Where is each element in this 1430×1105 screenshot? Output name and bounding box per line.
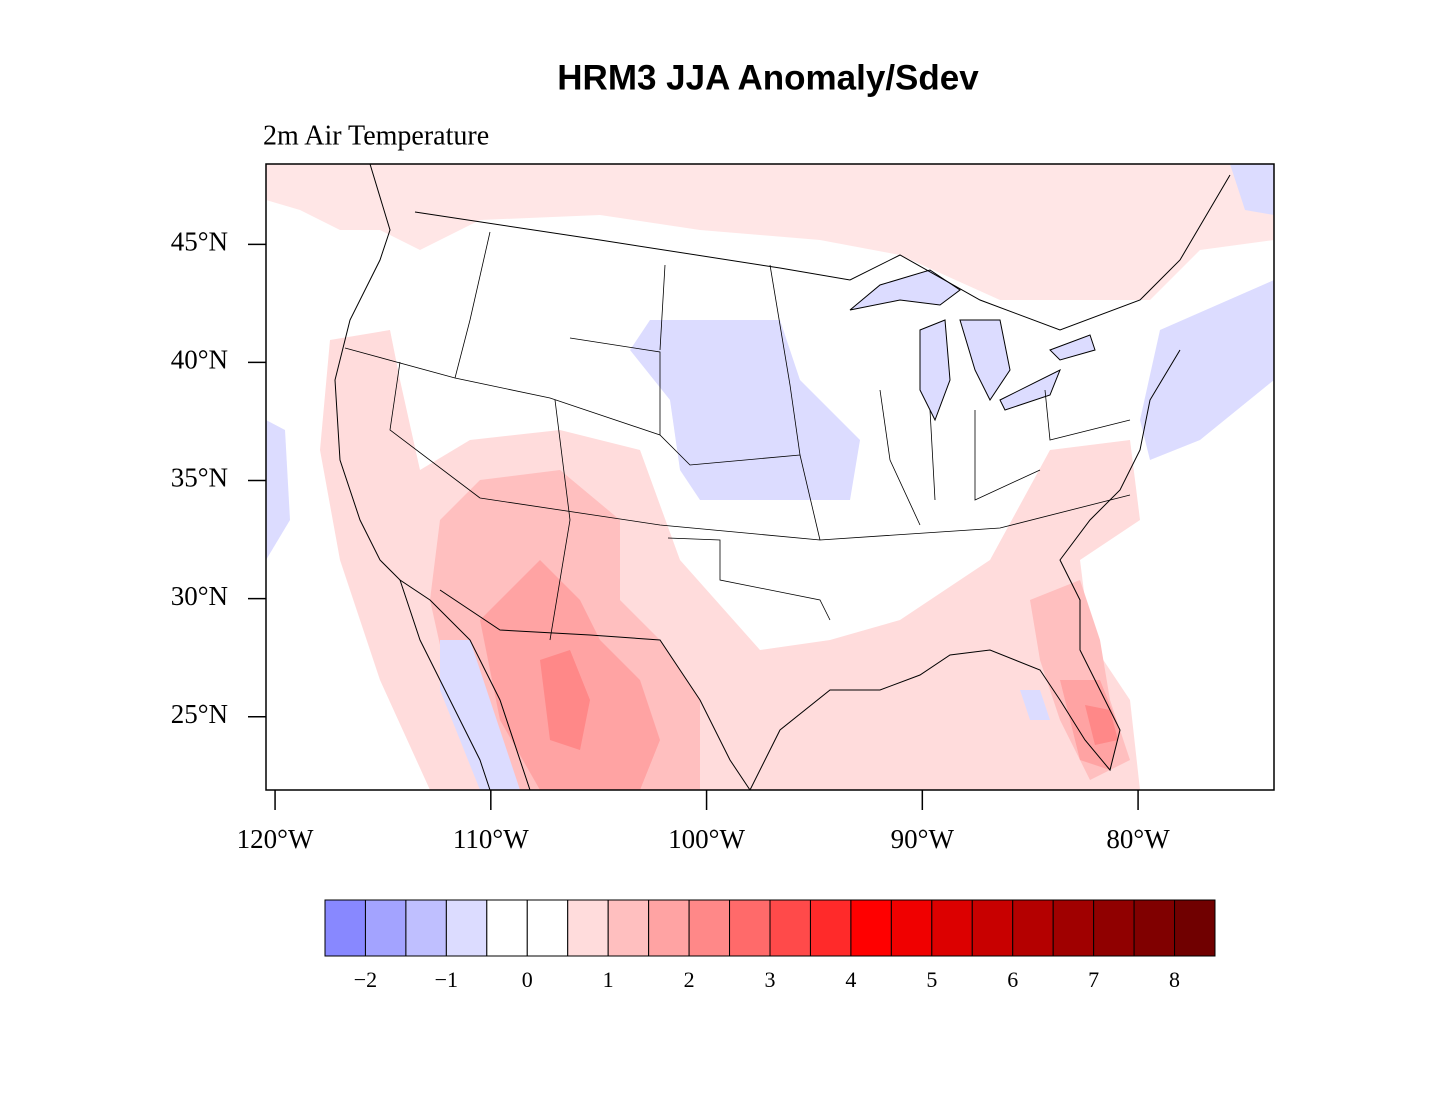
colorbar-box bbox=[1174, 899, 1216, 957]
colorbar-box bbox=[324, 899, 366, 957]
colorbar-box bbox=[526, 899, 569, 957]
map-field bbox=[266, 164, 1274, 790]
title: HRM3 JJA Anomaly/Sdev bbox=[557, 58, 979, 97]
x-tick-label: 80°W bbox=[1106, 824, 1170, 854]
colorbar-label: 2 bbox=[684, 967, 695, 992]
x-tick-label: 100°W bbox=[668, 824, 745, 854]
colorbar-box bbox=[648, 899, 690, 957]
colorbar-box bbox=[809, 899, 852, 957]
colorbar-box bbox=[405, 899, 447, 957]
colorbar-label: 6 bbox=[1007, 967, 1018, 992]
colorbar-box bbox=[445, 899, 488, 957]
colorbar-box bbox=[971, 899, 1014, 957]
y-tick-label: 30°N bbox=[171, 581, 228, 611]
colorbar-box bbox=[1052, 899, 1095, 957]
colorbar-box bbox=[567, 899, 609, 957]
colorbar-box bbox=[607, 899, 650, 957]
x-tick-label: 110°W bbox=[453, 824, 529, 854]
colorbar-box bbox=[1012, 899, 1054, 957]
colorbar-box bbox=[769, 899, 811, 957]
colorbar-box bbox=[486, 899, 528, 957]
y-tick-label: 40°N bbox=[171, 345, 228, 375]
colorbar-label: 0 bbox=[522, 967, 533, 992]
colorbar-label: 1 bbox=[603, 967, 614, 992]
colorbar-box bbox=[890, 899, 933, 957]
colorbar-box bbox=[729, 899, 771, 957]
colorbar-box bbox=[364, 899, 407, 957]
x-tick-label: 90°W bbox=[891, 824, 955, 854]
y-tick-label: 25°N bbox=[171, 699, 228, 729]
colorbar-box bbox=[688, 899, 731, 957]
colorbar-label: −2 bbox=[354, 967, 377, 992]
x-tick-label: 120°W bbox=[237, 824, 314, 854]
subtitle: 2m Air Temperature bbox=[263, 120, 489, 151]
colorbar-box bbox=[1093, 899, 1135, 957]
colorbar-box bbox=[1133, 899, 1176, 957]
y-tick-label: 35°N bbox=[171, 463, 228, 493]
colorbar-label: 3 bbox=[765, 967, 776, 992]
colorbar-label: 4 bbox=[845, 967, 856, 992]
y-tick-label: 45°N bbox=[171, 227, 228, 257]
colorbar-label: 7 bbox=[1088, 967, 1099, 992]
colorbar-label: −1 bbox=[435, 967, 458, 992]
map-frame bbox=[265, 163, 1275, 791]
colorbar-label: 8 bbox=[1169, 967, 1180, 992]
colorbar-label: 5 bbox=[926, 967, 937, 992]
colorbar-box bbox=[850, 899, 892, 957]
colorbar-box bbox=[931, 899, 973, 957]
